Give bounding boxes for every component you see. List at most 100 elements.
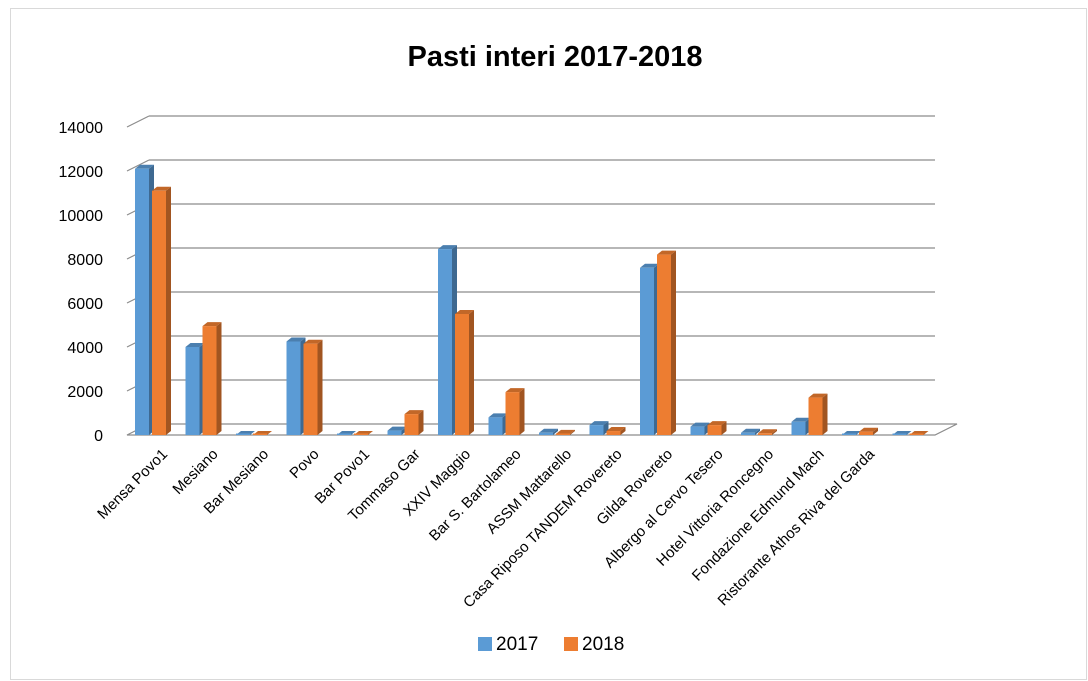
bar-top <box>135 164 154 169</box>
y-tick-label: 6000 <box>67 296 103 313</box>
bar-side <box>418 410 424 435</box>
bar-top <box>808 393 828 398</box>
bar-side <box>570 429 575 435</box>
bar-top <box>387 426 407 431</box>
gridline <box>126 115 150 128</box>
bar <box>286 337 306 435</box>
bar <box>589 421 609 435</box>
bar-side <box>553 428 558 435</box>
bar <box>758 429 777 435</box>
legend: 2017 2018 <box>478 634 624 655</box>
bar <box>556 429 575 435</box>
bar-front <box>690 426 705 435</box>
x-tick-label: Povo <box>286 446 322 482</box>
bar-top <box>286 337 306 342</box>
bar-front <box>488 417 503 435</box>
bar <box>337 431 356 435</box>
bar-front <box>758 433 772 435</box>
bar-top <box>202 322 222 327</box>
bar-side <box>519 388 525 435</box>
legend-swatch <box>564 637 578 651</box>
bar <box>135 164 154 436</box>
bar-top <box>791 417 811 422</box>
bar-front <box>791 421 806 435</box>
bar-front <box>606 431 621 435</box>
bar-front <box>589 425 604 435</box>
bar <box>707 421 727 435</box>
bar-top <box>152 186 171 191</box>
bar-top <box>606 427 626 432</box>
bar <box>808 393 828 435</box>
bar <box>303 339 323 435</box>
y-tick-label: 4000 <box>67 340 103 357</box>
bar <box>202 322 222 435</box>
bar-top <box>589 421 609 426</box>
chart-area: Pasti interi 2017-2018 0 2000 4000 6000 8000… <box>10 8 1087 680</box>
bar <box>859 427 878 435</box>
bar-top <box>690 422 710 427</box>
bars <box>135 164 929 436</box>
legend-swatch <box>478 637 492 651</box>
bar-front <box>842 433 856 435</box>
bar <box>640 263 659 435</box>
y-axis: 0 2000 4000 6000 8000 10000 12000 14000 <box>59 120 104 445</box>
gridline <box>126 159 150 172</box>
y-tick-label: 10000 <box>59 208 104 225</box>
legend-label: 2018 <box>582 634 624 655</box>
bar-top <box>455 310 474 314</box>
bar-side <box>317 339 323 435</box>
bar <box>791 417 811 435</box>
bar <box>488 413 508 435</box>
y-tick-label: 14000 <box>59 120 104 137</box>
bar <box>842 431 861 435</box>
gridlines <box>126 115 958 436</box>
bar-side <box>822 393 828 435</box>
x-tick-label: Mensa Povo1 <box>94 446 171 523</box>
bar-top <box>505 388 525 393</box>
bar <box>741 428 760 435</box>
bar-front <box>152 190 166 435</box>
bar-front <box>505 392 520 435</box>
bar-side <box>721 421 727 435</box>
bar-top <box>707 421 727 426</box>
bar-top <box>438 245 457 250</box>
bar-front <box>909 433 924 435</box>
bar-front <box>556 433 570 435</box>
bar-front <box>892 433 907 435</box>
bar-top <box>303 339 323 344</box>
bar <box>539 428 558 435</box>
bar-top <box>640 263 659 268</box>
x-tick-label: Mesiano <box>169 446 221 498</box>
bar-side <box>469 310 474 435</box>
bar-front <box>539 432 553 435</box>
bar <box>606 427 626 435</box>
bar-front <box>387 430 402 435</box>
bar-front <box>185 347 200 435</box>
bar-side <box>620 427 626 435</box>
y-tick-label: 0 <box>94 428 103 445</box>
bar-top <box>488 413 508 418</box>
bar-side <box>772 429 777 435</box>
bar-top <box>556 429 575 434</box>
bar-front <box>236 433 250 435</box>
bar-front <box>808 397 823 435</box>
chart-title: Pasti interi 2017-2018 <box>407 41 702 73</box>
bar <box>438 245 457 435</box>
bar-top <box>758 429 777 434</box>
bar-top <box>539 428 558 433</box>
y-tick-label: 12000 <box>59 164 104 181</box>
bar <box>892 431 912 435</box>
bar <box>909 431 929 435</box>
bar-front <box>707 425 722 435</box>
bar <box>404 410 424 435</box>
bar-side <box>755 428 760 435</box>
bar-side <box>671 250 676 435</box>
bar-front <box>286 341 301 435</box>
bar <box>690 422 710 435</box>
bar <box>505 388 525 435</box>
bar-front <box>253 433 267 435</box>
legend-label: 2017 <box>496 634 538 655</box>
bar-front <box>640 267 654 435</box>
bar-front <box>455 314 469 435</box>
